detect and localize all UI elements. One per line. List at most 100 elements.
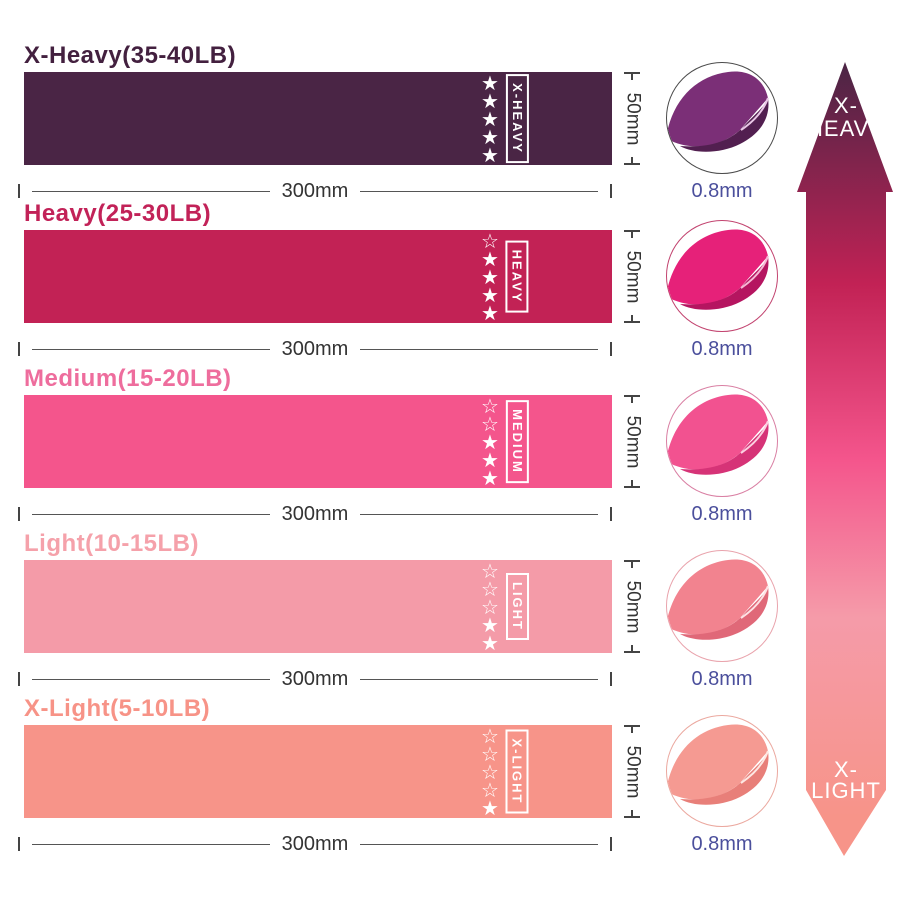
arrow-top-label-line1: X- — [834, 93, 858, 118]
thickness-label: 0.8mm — [691, 503, 753, 525]
star-icon: ★ — [481, 795, 499, 820]
band-swatch: ☆ ☆ ☆ ★ ★ LIGHT — [24, 560, 612, 653]
star-rating: ☆ ☆ ☆ ☆ ★ — [476, 725, 504, 818]
star-icon: ☆ — [481, 393, 499, 418]
width-measure-label: 300mm — [281, 338, 349, 360]
band-row: X-Light(5-10LB) ☆ ☆ ☆ ☆ ★ X-LIGHT 300mm … — [0, 697, 900, 862]
star-icon: ★ — [481, 264, 499, 289]
band-strength-label: HEAVY — [505, 240, 529, 313]
band-swatch: ☆ ★ ★ ★ ★ HEAVY — [24, 230, 612, 323]
fold-edge-highlight — [740, 97, 769, 131]
folded-band-graphic — [666, 550, 778, 662]
band-row: X-Heavy(35-40LB) ★ ★ ★ ★ ★ X-HEAVY 300mm… — [0, 44, 900, 209]
measure-tick — [610, 507, 613, 521]
star-icon: ☆ — [481, 723, 499, 748]
measure-tick — [18, 672, 20, 686]
band-strength-label: X-LIGHT — [505, 729, 529, 814]
measure-tick — [18, 507, 20, 521]
width-measure-label: 300mm — [281, 503, 349, 525]
band-strength-label: X-HEAVY — [505, 74, 529, 163]
measure-tick — [18, 184, 20, 198]
measure-tick — [624, 230, 640, 238]
measure-tick — [624, 645, 640, 653]
band-underside — [680, 751, 769, 805]
measure-tick — [610, 184, 613, 198]
band-title: Medium(15-20LB) — [24, 365, 232, 392]
star-icon: ☆ — [481, 228, 499, 253]
band-face — [667, 71, 768, 147]
fold-edge-highlight — [740, 420, 769, 454]
arrow-bottom-label-line1: X- — [834, 757, 858, 782]
band-strength-label: LIGHT — [505, 573, 529, 640]
star-icon: ★ — [481, 447, 499, 472]
folded-band-graphic — [666, 385, 778, 497]
star-icon: ★ — [481, 300, 499, 325]
band-underside — [680, 256, 769, 310]
measure-tick — [624, 395, 640, 403]
fold-edge-highlight — [740, 255, 769, 289]
band-swatch: ★ ★ ★ ★ ★ X-HEAVY — [24, 72, 612, 165]
star-icon: ☆ — [481, 759, 499, 784]
measure-tick — [610, 837, 613, 851]
star-icon: ★ — [481, 630, 499, 655]
folded-band-graphic — [666, 715, 778, 827]
arrow-shape — [797, 62, 893, 856]
star-icon: ★ — [481, 88, 499, 113]
measure-tick — [624, 315, 640, 323]
band-fold-thumbnail — [664, 548, 780, 664]
folded-band-graphic — [666, 220, 778, 332]
measure-tick — [610, 342, 613, 356]
band-face — [667, 559, 768, 635]
star-icon: ☆ — [481, 741, 499, 766]
band-fold-thumbnail — [664, 218, 780, 334]
band-fold-thumbnail — [664, 383, 780, 499]
band-title: X-Heavy(35-40LB) — [24, 42, 237, 69]
height-measure-label: 50mm — [622, 415, 644, 468]
thickness-label: 0.8mm — [691, 833, 753, 855]
height-measure: 50mm — [612, 72, 652, 165]
measure-tick — [18, 342, 20, 356]
measure-tick — [624, 72, 640, 80]
band-row: Medium(15-20LB) ☆ ☆ ★ ★ ★ MEDIUM 300mm 5… — [0, 367, 900, 532]
band-row: Heavy(25-30LB) ☆ ★ ★ ★ ★ HEAVY 300mm 50m… — [0, 202, 900, 367]
width-measure: 300mm — [18, 833, 613, 855]
height-measure-label: 50mm — [622, 92, 644, 145]
measure-tick — [624, 560, 640, 568]
height-measure-label: 50mm — [622, 745, 644, 798]
width-measure: 300mm — [18, 668, 613, 690]
measure-tick — [624, 810, 640, 818]
star-icon: ☆ — [481, 411, 499, 436]
star-icon: ★ — [481, 612, 499, 637]
star-icon: ★ — [481, 246, 499, 271]
star-rating: ☆ ☆ ★ ★ ★ — [476, 395, 504, 488]
band-underside — [680, 421, 769, 475]
band-title: Light(10-15LB) — [24, 530, 199, 557]
star-icon: ☆ — [481, 558, 499, 583]
band-fold-thumbnail — [664, 713, 780, 829]
height-measure: 50mm — [612, 395, 652, 488]
band-strength-label: MEDIUM — [505, 400, 529, 483]
height-measure: 50mm — [612, 230, 652, 323]
height-measure: 50mm — [612, 560, 652, 653]
thickness-label: 0.8mm — [691, 338, 753, 360]
star-icon: ☆ — [481, 777, 499, 802]
arrow-bottom-label-line2: LIGHT — [811, 778, 881, 803]
width-measure-label: 300mm — [281, 668, 349, 690]
star-icon: ★ — [481, 70, 499, 95]
band-swatch: ☆ ☆ ☆ ☆ ★ X-LIGHT — [24, 725, 612, 818]
band-face — [667, 724, 768, 800]
star-icon: ☆ — [481, 594, 499, 619]
width-measure-label: 300mm — [281, 833, 349, 855]
band-fold-thumbnail — [664, 60, 780, 176]
band-title: X-Light(5-10LB) — [24, 695, 211, 722]
height-measure-label: 50mm — [622, 250, 644, 303]
strength-gradient-arrow: X- HEAVY X- LIGHT — [797, 62, 893, 856]
width-measure: 300mm — [18, 338, 613, 360]
star-icon: ★ — [481, 124, 499, 149]
band-underside — [680, 98, 769, 152]
band-underside — [680, 586, 769, 640]
measure-tick — [624, 725, 640, 733]
band-face — [667, 229, 768, 305]
star-rating: ☆ ★ ★ ★ ★ — [476, 230, 504, 323]
height-measure: 50mm — [612, 725, 652, 818]
